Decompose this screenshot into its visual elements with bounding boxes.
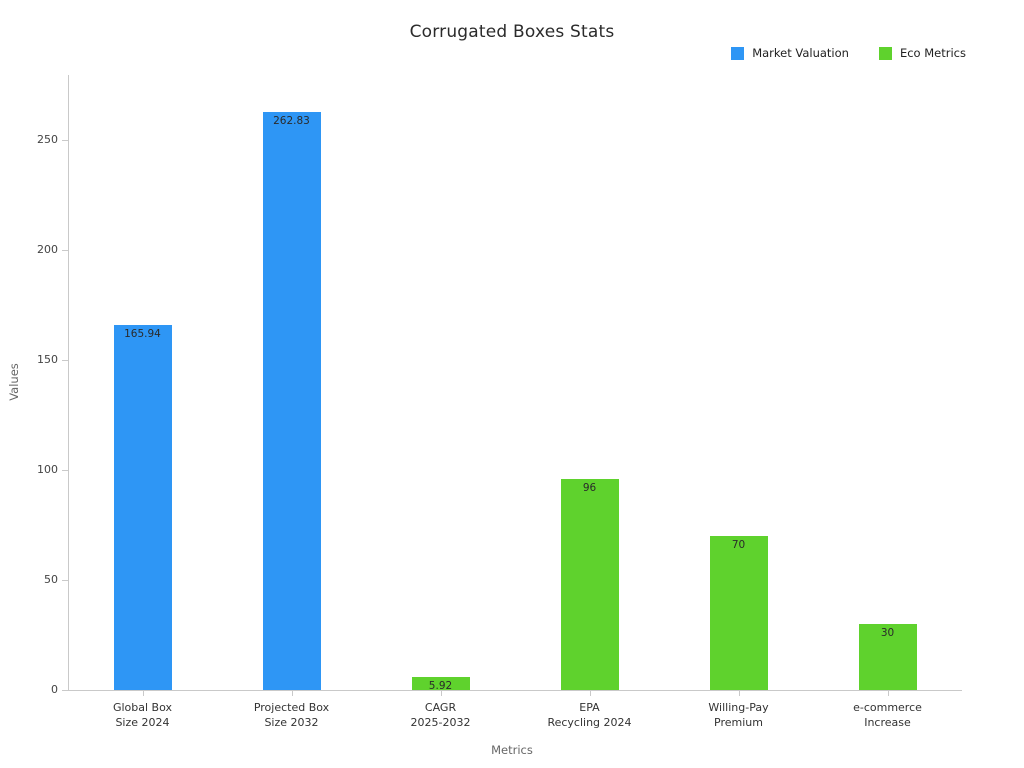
x-tick-mark bbox=[887, 691, 889, 696]
bar-value-label: 96 bbox=[582, 482, 597, 494]
bar: 70 bbox=[709, 536, 768, 690]
y-tick-label: 0 bbox=[51, 683, 58, 696]
y-tick-label: 150 bbox=[37, 353, 58, 366]
x-category-label: Global Box Size 2024 bbox=[112, 701, 173, 729]
y-tick-label: 200 bbox=[37, 243, 58, 256]
y-tick-label: 100 bbox=[37, 463, 58, 476]
y-tick-mark bbox=[62, 580, 68, 581]
bar-value-label: 30 bbox=[880, 627, 895, 639]
x-category-label: e-commerce Increase bbox=[853, 701, 922, 729]
bar-value-label: 262.83 bbox=[273, 115, 310, 127]
bar: 96 bbox=[560, 479, 619, 690]
x-category-label: Willing-Pay Premium bbox=[708, 701, 769, 729]
legend-item-market-valuation: Market Valuation bbox=[731, 46, 849, 60]
y-tick-mark bbox=[62, 360, 68, 361]
bar: 5.92 bbox=[411, 677, 470, 692]
legend-swatch-blue-icon bbox=[731, 46, 745, 60]
x-tick-mark bbox=[589, 691, 591, 696]
y-axis-line bbox=[68, 75, 69, 690]
x-tick-mark bbox=[291, 691, 293, 696]
y-tick-mark bbox=[62, 140, 68, 141]
legend: Market Valuation Eco Metrics bbox=[731, 46, 966, 60]
x-axis-title: Metrics bbox=[491, 743, 533, 757]
bar-value-label: 70 bbox=[731, 539, 746, 551]
legend-item-eco-metrics: Eco Metrics bbox=[878, 46, 966, 60]
x-tick-mark bbox=[142, 691, 144, 696]
y-tick-mark bbox=[62, 250, 68, 251]
x-tick-mark bbox=[738, 691, 740, 696]
legend-label: Eco Metrics bbox=[899, 46, 966, 60]
x-tick-mark bbox=[440, 691, 442, 696]
y-tick-mark bbox=[62, 690, 68, 691]
bar: 30 bbox=[858, 624, 917, 690]
y-tick-label: 250 bbox=[37, 133, 58, 146]
x-category-label: CAGR 2025-2032 bbox=[410, 701, 471, 729]
x-category-label: Projected Box Size 2032 bbox=[253, 701, 330, 729]
y-tick-mark bbox=[62, 470, 68, 471]
bar-value-label: 5.92 bbox=[428, 680, 453, 692]
bar: 262.83 bbox=[262, 112, 321, 690]
x-axis-line bbox=[68, 690, 962, 691]
legend-label: Market Valuation bbox=[752, 46, 849, 60]
x-category-label: EPA Recycling 2024 bbox=[547, 701, 632, 729]
legend-swatch-green-icon bbox=[878, 46, 892, 60]
y-tick-label: 50 bbox=[44, 573, 58, 586]
chart-title: Corrugated Boxes Stats bbox=[409, 22, 615, 42]
bar: 165.94 bbox=[113, 325, 172, 690]
bar-value-label: 165.94 bbox=[124, 328, 161, 340]
